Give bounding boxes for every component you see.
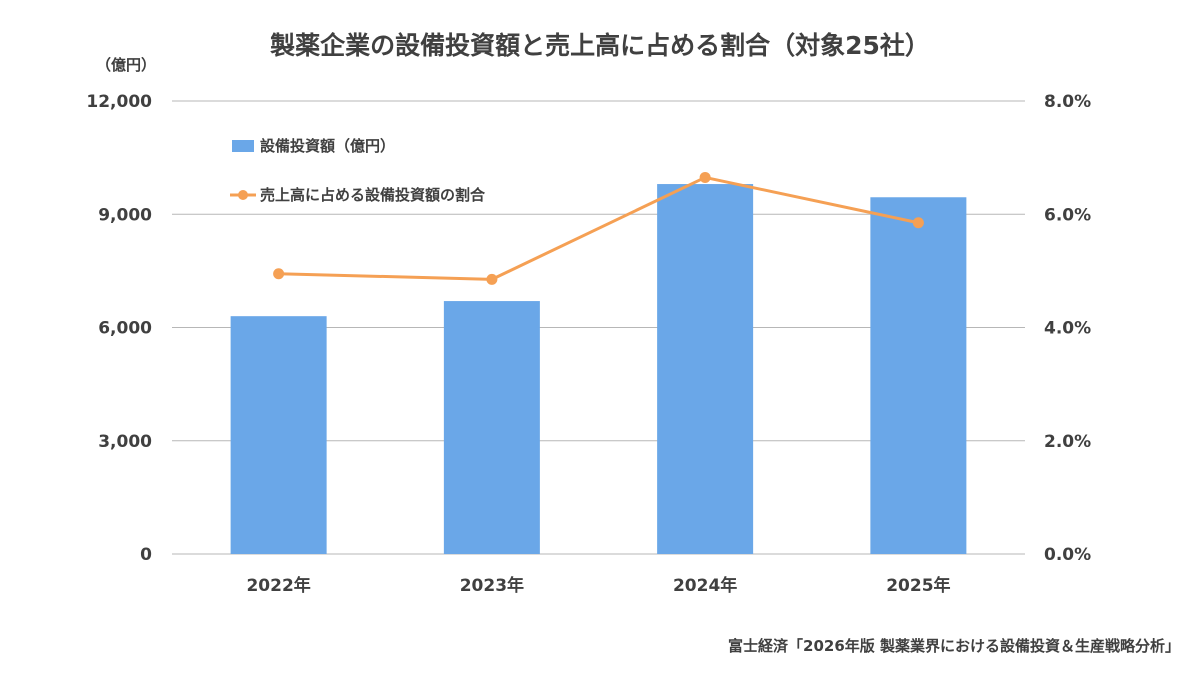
legend-line-marker [238,190,248,200]
line-point [699,171,711,183]
legend-line-label: 売上高に占める設備投資額の割合 [260,186,486,204]
x-tick-label: 2024年 [673,575,737,596]
left-tick-label: 6,000 [98,319,152,339]
bar [443,301,540,554]
right-tick-label: 2.0% [1044,432,1091,452]
left-tick-label: 9,000 [98,205,152,225]
legend: 設備投資額（億円） 売上高に占める設備投資額の割合 [230,137,486,204]
right-tick-label: 0.0% [1044,545,1091,565]
bar [230,316,327,554]
line-point [912,217,924,229]
line-series [273,171,924,285]
source-note: 富士経済「2026年版 製薬業界における設備投資＆生産戦略分析」 [728,637,1180,655]
x-tick-label: 2023年 [460,575,524,596]
legend-bar-swatch [232,140,254,152]
right-tick-label: 6.0% [1044,205,1091,225]
x-axis-ticks: 2022年 2023年 2024年 2025年 [246,575,950,596]
left-tick-label: 3,000 [98,432,152,452]
legend-bar-label: 設備投資額（億円） [260,137,395,155]
left-tick-label: 0 [140,545,152,565]
bar [870,197,967,554]
x-tick-label: 2025年 [886,575,950,596]
chart-title: 製薬企業の設備投資額と売上高に占める割合（対象25社） [269,31,930,60]
right-tick-label: 4.0% [1044,319,1091,339]
bar [657,184,754,555]
bar-series [230,184,967,555]
left-axis-ticks: 0 3,000 6,000 9,000 12,000 [86,92,152,565]
line-point [486,273,498,285]
left-tick-label: 12,000 [86,92,152,112]
x-tick-label: 2022年 [246,575,310,596]
left-axis-unit: （億円） [96,56,156,74]
line-point [273,268,285,280]
line-path [278,175,919,281]
right-tick-label: 8.0% [1044,92,1091,112]
right-axis-ticks: 0.0% 2.0% 4.0% 6.0% 8.0% [1044,92,1091,565]
